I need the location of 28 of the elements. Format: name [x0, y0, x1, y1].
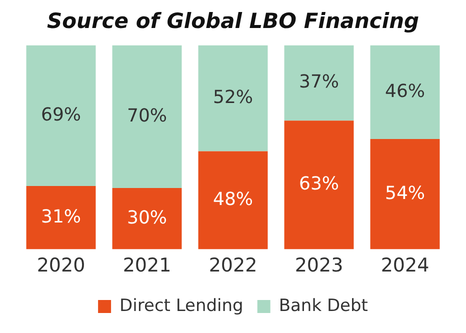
bar — [198, 151, 268, 250]
data-label: 70% — [126, 105, 168, 126]
bar — [112, 188, 182, 250]
bar — [26, 45, 96, 186]
data-label: 48% — [212, 188, 254, 210]
bar — [284, 120, 354, 250]
legend-label: Direct Lending — [120, 296, 244, 316]
bar — [370, 45, 440, 140]
data-label: 69% — [40, 104, 82, 126]
chart-title: Source of Global LBO Financing — [46, 9, 420, 34]
bar — [284, 45, 354, 121]
x-tick-label: 2024 — [380, 254, 430, 277]
legend-label: Bank Debt — [278, 296, 368, 316]
data-label: 63% — [298, 174, 340, 195]
x-tick-label: 2020 — [36, 254, 86, 277]
bar — [198, 45, 268, 152]
bar — [26, 186, 96, 250]
data-label: 54% — [384, 182, 426, 204]
data-label: 37% — [298, 72, 340, 93]
x-tick-label: 2023 — [294, 254, 344, 277]
bar — [112, 45, 182, 188]
data-label: 46% — [384, 80, 426, 102]
data-label: 52% — [212, 86, 254, 108]
data-label: 30% — [126, 207, 168, 228]
x-tick-label: 2022 — [208, 254, 258, 277]
x-tick-label: 2021 — [122, 254, 172, 277]
data-label: 31% — [40, 206, 82, 228]
bar — [370, 139, 440, 250]
